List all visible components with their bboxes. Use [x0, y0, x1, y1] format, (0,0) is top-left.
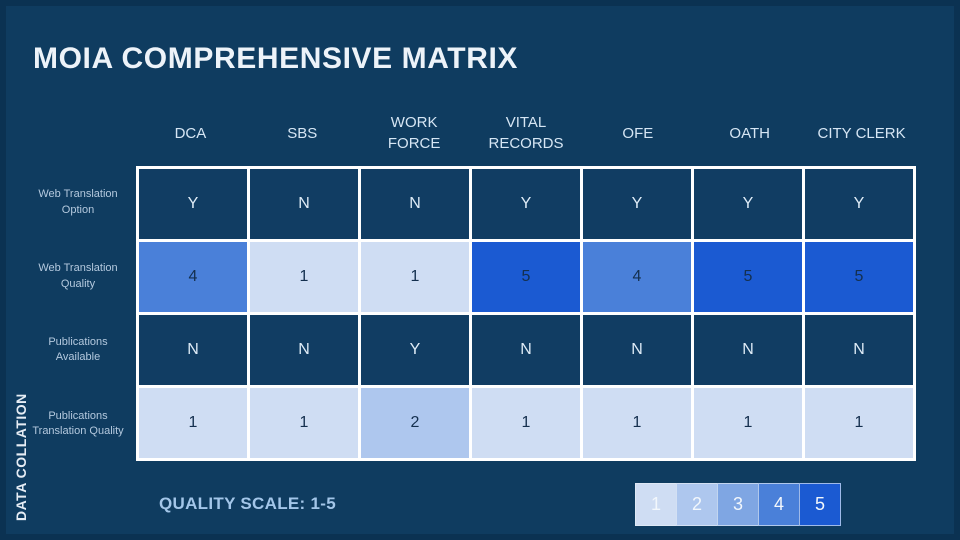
matrix-cell-r3-c1: 1 [250, 388, 358, 458]
column-header-4: OFE [622, 124, 654, 142]
matrix-cell-r3-c2: 2 [361, 388, 469, 458]
matrix-row-labels: Web Translation Option Web Translation Qu… [26, 166, 130, 461]
quality-scale-label: QUALITY SCALE: 1-5 [159, 494, 336, 513]
slide-title: MOIA COMPREHENSIVE MATRIX [33, 42, 519, 75]
matrix-cell-r2-c4: N [583, 315, 691, 385]
column-header-2: WORK FORCE [387, 114, 441, 152]
matrix-cell-r0-c0: Y [139, 169, 247, 239]
column-header-6: CITY CLERK [817, 124, 906, 142]
matrix-cell-r0-c1: N [250, 169, 358, 239]
matrix-cell-r0-c4: Y [583, 169, 691, 239]
matrix-cell-r2-c2: Y [361, 315, 469, 385]
matrix-cell-r1-c4: 4 [583, 242, 691, 312]
matrix-column-headers: DCA SBS WORK FORCE VITAL RECORDS OFE OATH CITY… [136, 104, 916, 162]
row-label-3: Publications Translation Quality [32, 409, 124, 438]
row-label-1: Web Translation Quality [38, 262, 118, 290]
matrix-cell-r3-c3: 1 [472, 388, 580, 458]
column-header-0: DCA [174, 124, 207, 142]
row-label-2: Publications Available [48, 335, 108, 364]
matrix-cell-r0-c6: Y [805, 169, 913, 239]
matrix-cell-r1-c6: 5 [805, 242, 913, 312]
matrix-cell-r3-c6: 1 [805, 388, 913, 458]
matrix-cell-r2-c1: N [250, 315, 358, 385]
legend-swatch-1: 1 [635, 483, 677, 526]
matrix-cell-r1-c3: 5 [472, 242, 580, 312]
matrix-cell-r3-c5: 1 [694, 388, 802, 458]
legend-swatch-2: 2 [676, 483, 718, 526]
matrix-cell-r1-c5: 5 [694, 242, 802, 312]
column-header-3: VITAL RECORDS [488, 114, 564, 152]
column-header-1: SBS [287, 124, 318, 142]
matrix-cell-r2-c0: N [139, 315, 247, 385]
matrix-cell-r1-c2: 1 [361, 242, 469, 312]
matrix-cell-r3-c4: 1 [583, 388, 691, 458]
legend-swatch-3: 3 [717, 483, 759, 526]
matrix-cell-r2-c6: N [805, 315, 913, 385]
column-header-5: OATH [729, 124, 770, 142]
matrix-cell-r0-c2: N [361, 169, 469, 239]
matrix-cell-r2-c3: N [472, 315, 580, 385]
matrix-cell-r3-c0: 1 [139, 388, 247, 458]
row-label-0: Web Translation Option [38, 188, 118, 216]
matrix-cell-r0-c5: Y [694, 169, 802, 239]
matrix-cell-r1-c0: 4 [139, 242, 247, 312]
legend-swatch-5: 5 [799, 483, 841, 526]
legend-swatch-4: 4 [758, 483, 800, 526]
matrix-cell-r1-c1: 1 [250, 242, 358, 312]
matrix-cell-r0-c3: Y [472, 169, 580, 239]
matrix-cell-r2-c5: N [694, 315, 802, 385]
